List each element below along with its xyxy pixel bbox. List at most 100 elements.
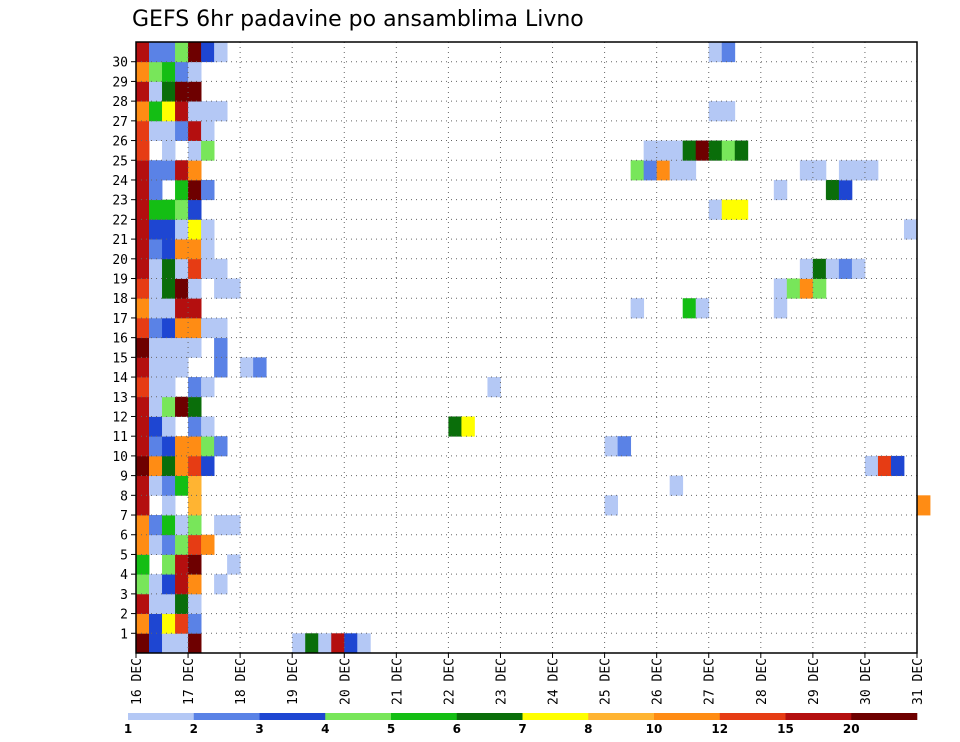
colorbar: 1 2 3 4 5 6 7 8 10 12 15 20	[124, 713, 918, 736]
heatmap-cell	[682, 160, 697, 181]
heatmap-cell	[201, 455, 215, 477]
heatmap-cell	[214, 574, 228, 595]
x-tick-label: 31 DEC	[911, 658, 926, 705]
heatmap-cell	[149, 298, 163, 319]
heatmap-cell	[227, 278, 241, 299]
colorbar-label: 15	[777, 722, 794, 736]
heatmap-cell	[162, 416, 176, 437]
grid-lines	[136, 42, 917, 653]
heatmap-cell	[812, 278, 827, 299]
heatmap-cell	[162, 298, 176, 319]
heatmap-cell	[799, 278, 814, 299]
x-tick-label: 22 DEC	[442, 658, 457, 705]
heatmap-cell	[214, 436, 228, 457]
heatmap-cell	[136, 140, 150, 161]
x-tick-label: 28 DEC	[755, 658, 770, 705]
y-tick-label: 2	[120, 608, 128, 623]
heatmap-cell	[149, 61, 163, 82]
heatmap-cell	[864, 160, 879, 181]
heatmap-cell	[812, 258, 827, 279]
y-tick-label: 5	[120, 548, 128, 563]
heatmap-cell	[136, 377, 150, 398]
plot-frame	[135, 41, 918, 654]
colorbar-swatch	[391, 713, 458, 720]
heatmap-cell	[149, 81, 163, 102]
heatmap-cell	[136, 219, 150, 240]
heatmap-cell	[175, 120, 189, 141]
heatmap-cell	[175, 357, 189, 378]
heatmap-cell	[149, 416, 163, 437]
heatmap-cell	[136, 81, 150, 102]
heatmap-cell	[162, 317, 176, 339]
heatmap-cell	[201, 416, 215, 437]
heatmap-cell	[201, 534, 215, 555]
heatmap-cell	[188, 179, 202, 201]
heatmap-cell	[708, 140, 723, 161]
colorbar-swatch	[193, 713, 260, 720]
heatmap-cell	[175, 199, 189, 220]
heatmap-cell	[136, 416, 150, 437]
heatmap-cell	[162, 593, 176, 614]
y-tick-label: 23	[112, 194, 128, 209]
heatmap-cell	[149, 534, 163, 555]
y-tick-label: 30	[112, 56, 128, 71]
heatmap-cell	[136, 160, 150, 181]
heatmap-cell	[175, 613, 189, 634]
colorbar-swatch	[851, 713, 918, 720]
heatmap-cell	[331, 633, 345, 654]
y-tick-label: 19	[112, 273, 128, 288]
x-tick-label: 17 DEC	[182, 658, 197, 705]
colorbar-swatch	[128, 713, 195, 720]
colorbar-label: 4	[321, 722, 329, 736]
y-tick-label: 26	[112, 135, 128, 150]
heatmap-cell	[162, 534, 176, 555]
heatmap-cell	[136, 298, 150, 319]
heatmap-cell	[149, 317, 163, 339]
heatmap-cell	[162, 475, 176, 496]
heatmap-cell	[240, 357, 254, 378]
heatmap-cell	[201, 120, 215, 141]
heatmap-cell	[162, 258, 176, 279]
heatmap-cell	[136, 357, 150, 378]
y-tick-label: 13	[112, 391, 128, 406]
y-tick-label: 12	[112, 410, 128, 425]
heatmap-cell	[162, 61, 176, 82]
heatmap-cell	[825, 258, 840, 279]
heatmap-cell	[201, 317, 215, 339]
heatmap-cell	[136, 179, 150, 201]
heatmap-cell	[214, 278, 228, 299]
heatmap-cell	[149, 377, 163, 398]
heatmap-cell	[149, 396, 163, 417]
heatmap-cell	[175, 278, 189, 299]
heatmap-cell	[162, 120, 176, 141]
heatmap-cell	[188, 475, 202, 496]
heatmap-cell	[695, 298, 710, 319]
heatmap-cell	[175, 42, 189, 63]
heatmap-cell	[175, 317, 189, 339]
x-tick-label: 18 DEC	[234, 658, 249, 705]
heatmap-cell	[903, 219, 918, 240]
heatmap-cell	[214, 42, 228, 63]
y-tick-label: 29	[112, 75, 128, 90]
heatmap-cell	[162, 101, 176, 122]
y-tick-label: 21	[112, 233, 128, 248]
heatmap-cell	[669, 140, 684, 161]
heatmap-cell	[656, 160, 671, 181]
heatmap-cell	[175, 219, 189, 240]
heatmap-cell	[188, 258, 202, 279]
heatmap-cell	[812, 160, 827, 181]
heatmap-cell	[695, 140, 710, 161]
colorbar-label: 5	[387, 722, 395, 736]
y-tick-label: 14	[112, 371, 128, 386]
colorbar-swatch	[719, 713, 786, 720]
heatmap-cell	[136, 239, 150, 260]
heatmap-cell	[214, 357, 228, 378]
heatmap-cell	[890, 455, 905, 477]
y-tick-label: 7	[120, 509, 128, 524]
heatmap-cell	[162, 219, 176, 240]
x-tick-label: 20 DEC	[338, 658, 353, 705]
heatmap-cell	[617, 436, 632, 457]
heatmap-cell	[175, 534, 189, 555]
heatmap-cell	[162, 160, 176, 181]
heatmap-cell	[188, 554, 202, 575]
